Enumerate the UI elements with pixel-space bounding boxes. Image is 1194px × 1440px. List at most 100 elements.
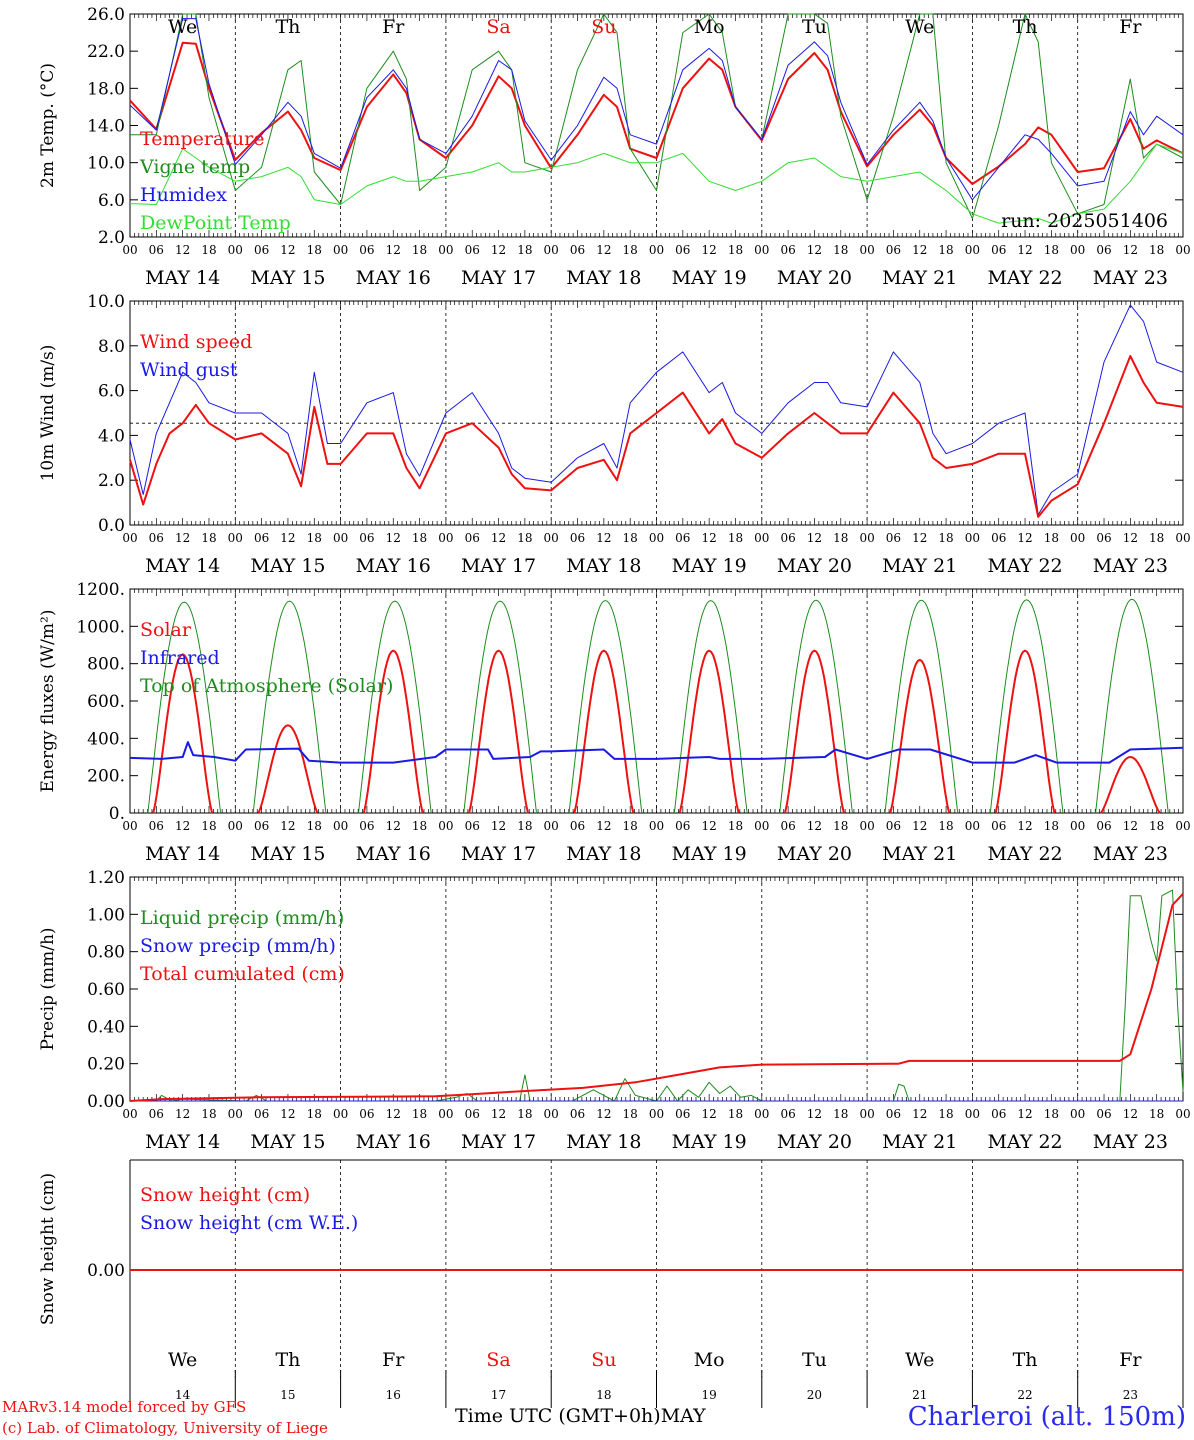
temp-hour-label: 06 — [675, 243, 690, 257]
precip-y-axis-label: Precip (mm/h) — [38, 927, 58, 1050]
flux-series-toa-day — [989, 599, 1064, 814]
precip-series-total-cumulated-cm — [129, 893, 1184, 1102]
temp-weekday-label: Sa — [486, 16, 510, 38]
flux-series-toa-day — [568, 600, 643, 814]
temp-date-label: MAY 20 — [777, 267, 852, 289]
flux-hour-label: 12 — [175, 819, 190, 833]
temp-weekday-label: We — [168, 16, 197, 38]
temp-hour-label: 12 — [596, 243, 611, 257]
temp-date-label: MAY 19 — [672, 267, 747, 289]
flux-date-label: MAY 16 — [356, 843, 431, 865]
wind-date-label: MAY 14 — [145, 555, 220, 577]
flux-y-tick-label: 0. — [109, 804, 125, 824]
flux-y-tick-label: 1000. — [76, 617, 125, 637]
precip-hour-label: 06 — [149, 1107, 164, 1121]
flux-hour-label: 12 — [702, 819, 717, 833]
snow-weekday-label: Th — [275, 1349, 300, 1371]
precip-hour-label: 00 — [649, 1107, 664, 1121]
flux-hour-label: 18 — [833, 819, 848, 833]
precip-legend-liquid-precip-mm-h: Liquid precip (mm/h) — [140, 907, 344, 929]
flux-hour-label: 06 — [780, 819, 795, 833]
precip-hour-label: 18 — [938, 1107, 953, 1121]
precip-hour-label: 18 — [833, 1107, 848, 1121]
temp-hour-label: 18 — [1044, 243, 1059, 257]
precip-y-tick-label: 0.40 — [87, 1017, 125, 1037]
flux-hour-label: 06 — [359, 819, 374, 833]
temp-date-label: MAY 18 — [566, 267, 641, 289]
snow-weekday-label: Th — [1013, 1349, 1038, 1371]
flux-y-tick-label: 200. — [87, 767, 125, 787]
precip-date-label: MAY 15 — [250, 1131, 325, 1153]
flux-date-label: MAY 14 — [145, 843, 220, 865]
flux-hour-label: 00 — [754, 819, 769, 833]
precip-y-tick-label: 1.00 — [87, 905, 125, 925]
temp-hour-label: 00 — [965, 243, 980, 257]
flux-hour-label: 12 — [596, 819, 611, 833]
x-axis-title: Time UTC (GMT+0h)MAY — [455, 1405, 706, 1427]
temp-hour-label: 12 — [807, 243, 822, 257]
flux-series-toa-day — [884, 599, 959, 814]
flux-hour-label: 06 — [991, 819, 1006, 833]
wind-hour-label: 18 — [412, 531, 427, 545]
snow-weekday-label: Fr — [1119, 1349, 1142, 1371]
temp-hour-label: 18 — [728, 243, 743, 257]
flux-y-tick-label: 600. — [87, 692, 125, 712]
precip-hour-label: 12 — [280, 1107, 295, 1121]
wind-series-wind-gust — [129, 304, 1184, 516]
flux-hour-label: 00 — [859, 819, 874, 833]
wind-hour-label: 00 — [859, 531, 874, 545]
temp-weekday-label: We — [905, 16, 934, 38]
flux-hour-label: 00 — [333, 819, 348, 833]
precip-y-tick-label: 0.60 — [87, 980, 125, 1000]
flux-series-solar-day — [152, 653, 214, 814]
snow-weekday-label: We — [905, 1349, 934, 1371]
flux-date-label: MAY 15 — [250, 843, 325, 865]
wind-y-tick-label: 8.0 — [98, 337, 125, 357]
wind-date-label: MAY 15 — [250, 555, 325, 577]
temp-hour-label: 06 — [254, 243, 269, 257]
precip-hour-label: 18 — [412, 1107, 427, 1121]
temp-hour-label: 00 — [228, 243, 243, 257]
temp-hour-label: 00 — [122, 243, 137, 257]
flux-hour-label: 00 — [544, 819, 559, 833]
wind-hour-label: 00 — [544, 531, 559, 545]
flux-hour-label: 00 — [438, 819, 453, 833]
flux-y-tick-label: 400. — [87, 729, 125, 749]
wind-y-axis-label: 10m Wind (m/s) — [38, 345, 58, 482]
flux-hour-label: 12 — [807, 819, 822, 833]
precip-hour-label: 00 — [1070, 1107, 1085, 1121]
temp-hour-label: 06 — [359, 243, 374, 257]
precip-hour-label: 18 — [517, 1107, 532, 1121]
precip-hour-label: 12 — [1017, 1107, 1032, 1121]
temp-series-vigne-temp — [130, 13, 1184, 219]
flux-legend-top-of-atmosphere-solar: Top of Atmosphere (Solar) — [140, 675, 393, 697]
wind-hour-label: 12 — [491, 531, 506, 545]
flux-hour-label: 12 — [912, 819, 927, 833]
snow-weekday-label: We — [168, 1349, 197, 1371]
wind-y-tick-label: 6.0 — [98, 382, 125, 402]
temp-series-humidex — [129, 18, 1184, 201]
flux-date-label: MAY 18 — [566, 843, 641, 865]
flux-hour-label: 00 — [228, 819, 243, 833]
wind-hour-label: 00 — [965, 531, 980, 545]
flux-date-label: MAY 22 — [987, 843, 1062, 865]
temp-date-label: MAY 17 — [461, 267, 536, 289]
wind-hour-label: 18 — [623, 531, 638, 545]
precip-hour-label: 12 — [1123, 1107, 1138, 1121]
location-label: Charleroi (alt. 150m) — [907, 1402, 1186, 1432]
temp-weekday-label: Th — [275, 16, 300, 38]
precip-hour-label: 00 — [859, 1107, 874, 1121]
precip-hour-label: 12 — [912, 1107, 927, 1121]
temp-hour-label: 00 — [1070, 243, 1085, 257]
flux-date-label: MAY 21 — [882, 843, 957, 865]
flux-hour-label: 06 — [149, 819, 164, 833]
temp-frame — [129, 13, 1184, 238]
snow-day-number: 21 — [912, 1388, 927, 1402]
wind-y-tick-label: 0.0 — [98, 516, 125, 536]
flux-series-solar-day — [573, 649, 635, 814]
precip-y-tick-label: 0.20 — [87, 1055, 125, 1075]
temp-date-label: MAY 21 — [882, 267, 957, 289]
wind-legend-wind-gust: Wind gust — [140, 359, 238, 381]
precip-hour-label: 06 — [1096, 1107, 1111, 1121]
wind-hour-label: 12 — [1123, 531, 1138, 545]
